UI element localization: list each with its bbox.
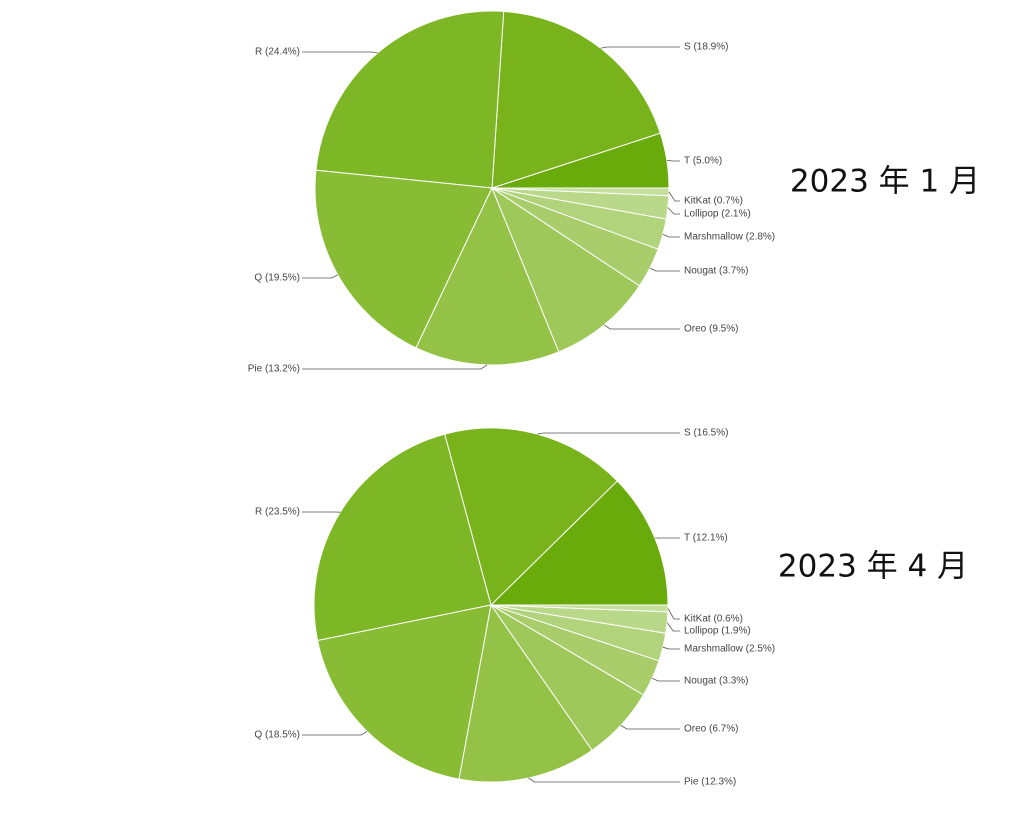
chart-title: 2023 年 1 月 bbox=[790, 164, 980, 200]
leader-line bbox=[528, 777, 680, 783]
leader-line bbox=[537, 432, 680, 435]
slice-label: R (23.5%) bbox=[255, 507, 300, 518]
slice-label: Pie (13.2%) bbox=[248, 364, 300, 375]
slice-label: KitKat (0.6%) bbox=[684, 614, 743, 625]
slice-label: T (12.1%) bbox=[684, 533, 728, 544]
pie-slice bbox=[491, 187, 670, 197]
leader-line bbox=[667, 608, 680, 620]
pie-slice bbox=[490, 186, 641, 353]
leader-line bbox=[666, 159, 680, 162]
leader-line bbox=[302, 731, 368, 736]
slice-label: Marshmallow (2.8%) bbox=[684, 232, 775, 243]
leader-line bbox=[667, 207, 680, 215]
pie-slice bbox=[444, 427, 618, 606]
slice-label: Lollipop (2.1%) bbox=[684, 209, 751, 220]
slice-label: Marshmallow (2.5%) bbox=[684, 644, 775, 655]
slice-label: Oreo (9.5%) bbox=[684, 324, 738, 335]
leader-line bbox=[600, 46, 680, 49]
chart-title: 2023 年 4 月 bbox=[778, 549, 968, 585]
leader-line bbox=[620, 725, 680, 730]
leader-line bbox=[302, 51, 378, 54]
pie-slice bbox=[315, 10, 505, 189]
slice-label: S (18.9%) bbox=[684, 42, 728, 53]
pie-slice bbox=[458, 603, 593, 783]
pie-slice bbox=[489, 480, 669, 606]
slice-label: S (16.5%) bbox=[684, 428, 728, 439]
leader-line bbox=[668, 191, 680, 202]
leader-line bbox=[649, 267, 680, 272]
leader-line bbox=[666, 622, 680, 632]
slice-label: Oreo (6.7%) bbox=[684, 724, 738, 735]
leader-line bbox=[302, 364, 488, 370]
slice-label: KitKat (0.7%) bbox=[684, 196, 743, 207]
leader-line bbox=[651, 677, 680, 682]
slice-label: R (24.4%) bbox=[255, 47, 300, 58]
slice-label: Nougat (3.3%) bbox=[684, 676, 748, 687]
pie-slice bbox=[313, 433, 492, 642]
slice-label: Lollipop (1.9%) bbox=[684, 626, 751, 637]
leader-line bbox=[302, 274, 338, 279]
pie-slice bbox=[491, 10, 661, 189]
slice-label: Nougat (3.7%) bbox=[684, 266, 748, 277]
pie-slice bbox=[314, 169, 493, 349]
leader-line bbox=[662, 233, 680, 238]
leader-line bbox=[662, 646, 680, 650]
leader-line bbox=[603, 324, 680, 330]
slice-label: Q (18.5%) bbox=[254, 730, 300, 741]
slice-label: Pie (12.3%) bbox=[684, 777, 736, 788]
slice-label: Q (19.5%) bbox=[254, 273, 300, 284]
pie-slice bbox=[317, 604, 492, 780]
slice-label: T (5.0%) bbox=[684, 156, 722, 167]
